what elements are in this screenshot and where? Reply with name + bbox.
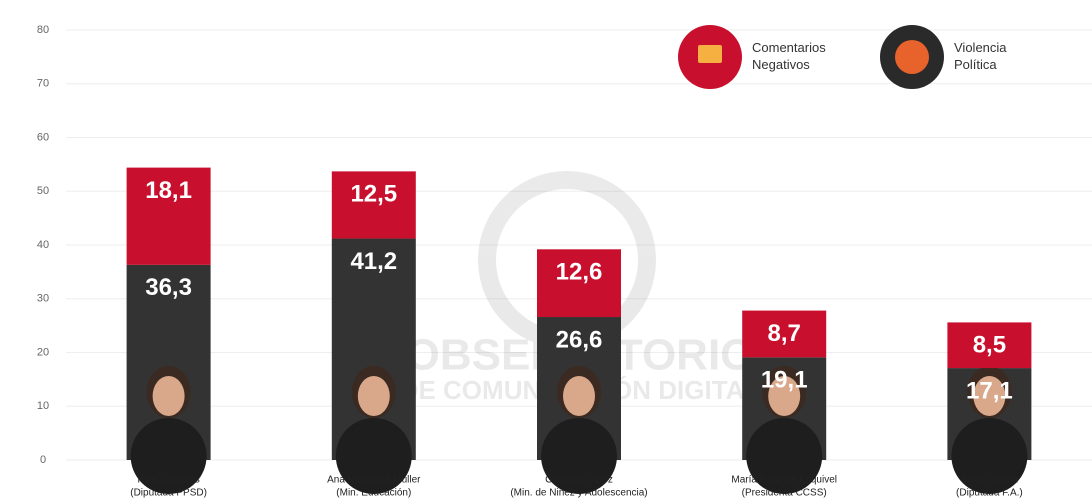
x-tick-detail: (Diputada PPSD) [130, 488, 207, 499]
bar-segment [742, 310, 827, 358]
x-tick-label: Gloriana López [545, 475, 613, 486]
value-label: 18,1 [145, 177, 192, 204]
y-tick-label: 60 [37, 131, 49, 143]
value-label: 36,3 [145, 274, 192, 301]
x-tick-label: Pilar Cisneros [137, 475, 199, 486]
y-tick-label: 30 [37, 293, 49, 305]
y-tick-label: 0 [40, 454, 46, 466]
value-label: 26,6 [556, 326, 603, 353]
photo [335, 366, 412, 494]
legend-label-line: Negativos [752, 57, 810, 72]
photo-face [357, 376, 390, 416]
photo-body [746, 418, 823, 494]
photo-face [563, 376, 595, 416]
legend-label: Violencia Política [954, 40, 1007, 72]
photo-body [541, 418, 617, 494]
value-label: 8,7 [768, 320, 801, 347]
photo [130, 366, 207, 494]
bar-segment [537, 249, 621, 318]
value-label: 12,5 [350, 181, 397, 208]
x-tick-detail: (Min. de Niñez y Adolescencia) [510, 488, 647, 499]
x-tick-detail: (Presidenta CCSS) [742, 488, 827, 499]
x-tick-detail: (Min. Educación) [336, 488, 411, 499]
x-tick-label: Sofía Guillén [961, 475, 1018, 486]
photo-face [768, 376, 801, 416]
photo [746, 366, 823, 494]
y-tick-label: 50 [37, 185, 49, 197]
x-tick-label: María Eugenia Esquivel [731, 475, 837, 486]
value-label: 8,5 [973, 332, 1006, 359]
photo-face [152, 376, 185, 416]
y-tick-label: 70 [37, 78, 49, 90]
legend-icon-face [895, 40, 929, 74]
y-tick-label: 40 [37, 239, 49, 251]
photo [951, 366, 1028, 494]
legend-icon-bubble [698, 45, 722, 63]
photo-body [951, 418, 1028, 494]
legend-label-line: Política [954, 57, 997, 72]
y-tick-label: 80 [37, 24, 49, 36]
bar-segment [331, 171, 416, 239]
y-tick-label: 20 [37, 346, 49, 358]
x-tick-detail: (Diputada F.A.) [956, 488, 1023, 499]
legend-label: Comentarios Negativos [752, 40, 826, 72]
photo-body [335, 418, 412, 494]
legend-label-line: Violencia [954, 40, 1007, 55]
value-label: 41,2 [350, 248, 397, 275]
bar-segment [947, 322, 1032, 369]
y-tick-label: 10 [37, 400, 49, 412]
value-label: 12,6 [556, 259, 603, 286]
value-label: 19,1 [761, 367, 808, 394]
photo-face [973, 376, 1006, 416]
photo-body [130, 418, 207, 494]
x-tick-label: Ana Katharina Müller [327, 475, 421, 486]
bar-segment [126, 167, 211, 265]
photo [541, 366, 617, 494]
value-label: 17,1 [966, 377, 1013, 404]
legend-label-line: Comentarios [752, 40, 826, 55]
